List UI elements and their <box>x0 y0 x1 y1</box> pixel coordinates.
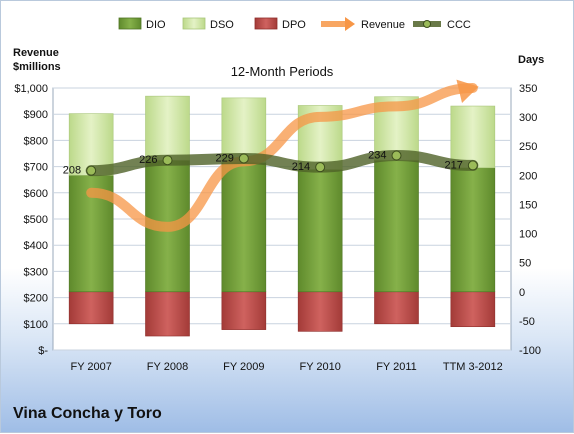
legend-label-ccc: CCC <box>447 19 471 31</box>
ccc-data-label: 234 <box>368 150 386 162</box>
revenue-line <box>86 83 478 232</box>
left-axis-title-line1: Revenue <box>13 47 59 59</box>
bar-dpo <box>145 291 190 337</box>
legend-label-revenue: Revenue <box>361 19 405 31</box>
x-tick-label: FY 2009 <box>223 361 264 373</box>
company-name: Vina Concha y Toro <box>13 405 162 422</box>
chart-title: 12-Month Periods <box>231 64 334 79</box>
legend-label-dso: DSO <box>210 19 234 31</box>
right-tick-label: -100 <box>519 345 541 357</box>
left-tick-label: $- <box>38 345 48 357</box>
x-tick-label: FY 2010 <box>299 361 340 373</box>
bar-dso <box>450 105 496 169</box>
left-tick-label: $1,000 <box>14 83 48 95</box>
left-tick-label: $800 <box>24 135 48 147</box>
bar-dpo <box>450 291 496 328</box>
right-tick-label: -50 <box>519 316 535 328</box>
ccc-data-label: 208 <box>63 165 81 177</box>
legend-marker-ccc <box>423 20 431 28</box>
ccc-data-label: 214 <box>292 161 310 173</box>
legend-arrowhead-revenue <box>345 17 355 31</box>
left-tick-label: $200 <box>24 293 48 305</box>
bar-dio <box>297 169 343 293</box>
bar-dso <box>221 97 267 163</box>
right-axis-title: Days <box>518 54 544 66</box>
left-tick-label: $100 <box>24 319 48 331</box>
right-tick-label: 200 <box>519 170 537 182</box>
left-axis-title-line2: $millions <box>13 61 61 73</box>
x-tick-label: FY 2008 <box>147 361 188 373</box>
ccc-line <box>85 150 479 177</box>
bar-dio <box>450 167 496 293</box>
right-tick-label: 100 <box>519 229 537 241</box>
legend-label-dio: DIO <box>146 19 166 31</box>
ccc-data-label: 226 <box>139 154 157 166</box>
right-tick-label: 350 <box>519 83 537 95</box>
bar-dio <box>374 159 419 293</box>
ccc-data-label: 229 <box>215 152 233 164</box>
ccc-point <box>391 150 402 161</box>
right-tick-label: 50 <box>519 258 531 270</box>
x-tick-label: FY 2011 <box>376 361 417 373</box>
bar-dpo <box>297 291 343 332</box>
right-tick-label: 300 <box>519 112 537 124</box>
bar-dso <box>145 95 190 161</box>
bar-dio <box>221 162 267 293</box>
bar-dpo <box>374 291 419 325</box>
legend-swatch-dso <box>182 17 206 30</box>
ccc-point <box>315 162 326 173</box>
left-tick-label: $300 <box>24 266 48 278</box>
legend-label-dpo: DPO <box>282 19 306 31</box>
left-tick-label: $600 <box>24 188 48 200</box>
bar-dpo <box>68 291 114 325</box>
bar-dpo <box>221 291 267 330</box>
ccc-point <box>238 153 249 164</box>
left-tick-label: $400 <box>24 240 48 252</box>
left-tick-label: $700 <box>24 162 48 174</box>
x-tick-label: TTM 3-2012 <box>443 361 503 373</box>
legend-swatch-dio <box>118 17 142 30</box>
left-tick-label: $900 <box>24 109 48 121</box>
right-tick-label: 0 <box>519 287 525 299</box>
ccc-point <box>467 160 478 171</box>
x-tick-label: FY 2007 <box>70 361 111 373</box>
legend-swatch-dpo <box>254 17 278 30</box>
ccc-data-label: 217 <box>444 159 462 171</box>
right-tick-label: 250 <box>519 141 537 153</box>
right-tick-label: 150 <box>519 199 537 211</box>
ccc-point <box>86 165 97 176</box>
revenue-arrowhead <box>456 79 479 103</box>
left-tick-label: $500 <box>24 214 48 226</box>
ccc-point <box>162 155 173 166</box>
